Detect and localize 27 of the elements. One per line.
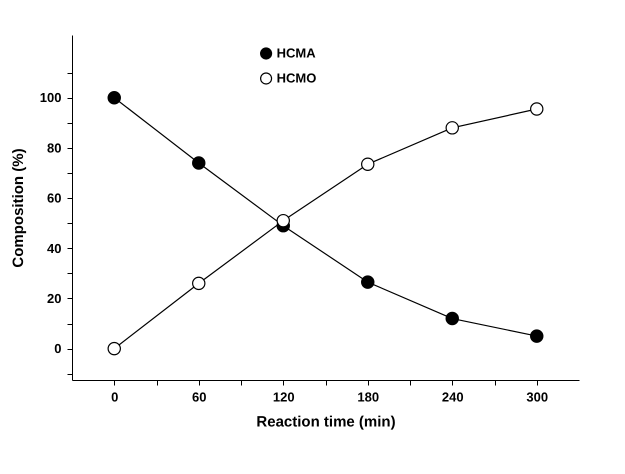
point	[446, 312, 459, 326]
y-tick-label: 20	[47, 290, 62, 306]
point	[276, 214, 290, 228]
x-tick-label: 240	[442, 390, 464, 404]
point	[192, 276, 206, 290]
y-tick-label: 60	[47, 190, 62, 206]
point	[108, 342, 121, 356]
x-tick-label: 180	[357, 390, 380, 404]
point	[361, 158, 374, 171]
y-tick-label: 40	[47, 240, 62, 256]
legend-label: HCMA	[276, 46, 316, 60]
point	[530, 329, 544, 343]
point	[108, 91, 121, 104]
x-tick-label: 300	[526, 390, 548, 404]
y-axis-title: Composition (%)	[10, 148, 27, 268]
point	[192, 156, 206, 170]
legend-label: HCMO	[276, 70, 316, 86]
y-tick-label: 100	[40, 90, 62, 106]
x-tick-label: 60	[192, 390, 206, 404]
y-tick-label: 0	[54, 341, 62, 356]
x-tick-label: 120	[272, 390, 295, 404]
x-tick-label: 0	[111, 390, 118, 404]
point	[361, 275, 374, 289]
point	[446, 121, 459, 135]
x-axis-title: Reaction time (min)	[256, 414, 396, 430]
y-tick-label: 80	[47, 140, 62, 156]
point	[530, 102, 544, 116]
